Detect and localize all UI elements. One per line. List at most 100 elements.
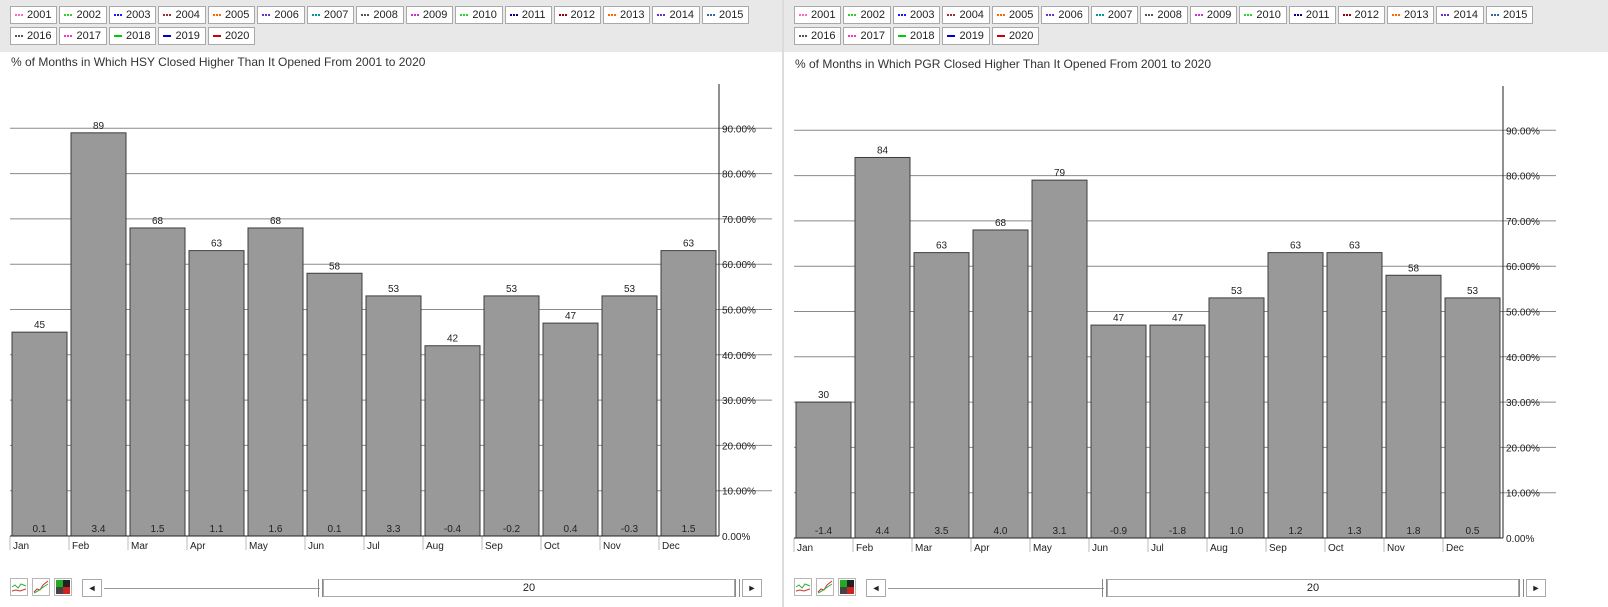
bar-chart: 0.00% 10.00% 20.00% 30.00% 40.00% 50.00% 60.00… xyxy=(9,84,772,552)
slider-track xyxy=(888,588,1104,589)
y-tick-label: 40.00% xyxy=(722,351,756,362)
legend-item-2014[interactable]: 2014 xyxy=(652,6,700,24)
legend-item-2012[interactable]: 2012 xyxy=(1337,6,1385,24)
x-tick-label: Nov xyxy=(603,541,621,552)
legend-label: 2007 xyxy=(323,9,349,21)
slider-grip-right[interactable] xyxy=(1519,579,1524,597)
legend-swatch-icon xyxy=(212,35,221,37)
legend-item-2008[interactable]: 2008 xyxy=(356,6,404,24)
legend-item-2004[interactable]: 2004 xyxy=(942,6,990,24)
x-tick-label: Sep xyxy=(485,541,503,552)
legend-item-2003[interactable]: 2003 xyxy=(108,6,157,24)
legend-item-2004[interactable]: 2004 xyxy=(158,6,206,24)
year-legend: 2001 2002 2003 2004 2005 2006 2007 2008 2009 2010… xyxy=(0,0,782,52)
bar-sep xyxy=(1267,252,1324,539)
legend-item-2008[interactable]: 2008 xyxy=(1140,6,1188,24)
legend-item-2002[interactable]: 2002 xyxy=(59,6,107,24)
legend-item-2009[interactable]: 2009 xyxy=(405,6,454,24)
legend-swatch-icon xyxy=(410,14,419,16)
legend-item-2020[interactable]: 2020 xyxy=(207,27,256,45)
legend-item-2011[interactable]: 2011 xyxy=(1288,6,1336,24)
legend-item-2010[interactable]: 2010 xyxy=(455,6,503,24)
legend-item-2015[interactable]: 2015 xyxy=(701,6,750,24)
slider-value[interactable]: 20 xyxy=(323,579,735,597)
trend-chart-icon[interactable] xyxy=(816,578,834,596)
scroll-right-button[interactable]: ► xyxy=(1526,579,1546,597)
legend-item-2007[interactable]: 2007 xyxy=(306,6,355,24)
legend-swatch-icon xyxy=(113,14,122,16)
y-tick-label: 0.00% xyxy=(1506,534,1534,545)
legend-label: 2010 xyxy=(1256,9,1281,21)
bar-change-label: 3.1 xyxy=(1053,526,1067,537)
legend-label: 2019 xyxy=(959,30,984,42)
slider-grip-left[interactable] xyxy=(1102,579,1107,597)
slider-grip-right[interactable] xyxy=(735,579,740,597)
slider-grip-left[interactable] xyxy=(318,579,323,597)
legend-item-2007[interactable]: 2007 xyxy=(1090,6,1139,24)
bar-change-label: 0.1 xyxy=(328,524,342,535)
legend-item-2003[interactable]: 2003 xyxy=(892,6,941,24)
legend-item-2020[interactable]: 2020 xyxy=(991,27,1040,45)
legend-item-2017[interactable]: 2017 xyxy=(843,27,891,45)
bar-aug xyxy=(1208,297,1265,539)
bar-value-label: 58 xyxy=(329,261,341,272)
line-chart-icon[interactable] xyxy=(794,578,812,596)
legend-item-2016[interactable]: 2016 xyxy=(10,27,58,45)
bar-change-label: 1.5 xyxy=(682,524,696,535)
bar-dec xyxy=(1444,297,1501,539)
legend-swatch-icon xyxy=(996,14,1005,16)
heatmap-icon[interactable] xyxy=(54,578,72,596)
legend-swatch-icon xyxy=(1293,14,1302,16)
legend-item-2005[interactable]: 2005 xyxy=(991,6,1040,24)
bar-change-label: 0.1 xyxy=(33,524,47,535)
bar-aug xyxy=(424,345,481,537)
bar-oct xyxy=(542,322,599,537)
legend-label: 2003 xyxy=(909,9,935,21)
x-tick-label: Mar xyxy=(915,543,933,554)
legend-label: 2008 xyxy=(373,9,398,21)
bar-change-label: 1.3 xyxy=(1348,526,1362,537)
legend-item-2013[interactable]: 2013 xyxy=(1386,6,1435,24)
legend-swatch-icon xyxy=(848,14,857,16)
legend-item-2013[interactable]: 2013 xyxy=(602,6,651,24)
bar-jul xyxy=(1149,324,1206,539)
x-tick-label: Sep xyxy=(1269,543,1287,554)
bar-chart: 0.00% 10.00% 20.00% 30.00% 40.00% 50.00% 60.00… xyxy=(793,86,1556,554)
legend-item-2011[interactable]: 2011 xyxy=(504,6,552,24)
legend-item-2018[interactable]: 2018 xyxy=(892,27,941,45)
pgr-chart-panel: 2001 2002 2003 2004 2005 2006 2007 2008 2009 2010… xyxy=(784,0,1608,607)
y-tick-label: 10.00% xyxy=(1506,489,1540,500)
trend-chart-icon[interactable] xyxy=(32,578,50,596)
legend-item-2006[interactable]: 2006 xyxy=(257,6,305,24)
legend-item-2015[interactable]: 2015 xyxy=(1485,6,1534,24)
legend-item-2002[interactable]: 2002 xyxy=(843,6,891,24)
legend-item-2017[interactable]: 2017 xyxy=(59,27,107,45)
legend-item-2010[interactable]: 2010 xyxy=(1239,6,1287,24)
legend-item-2014[interactable]: 2014 xyxy=(1436,6,1484,24)
bar-change-label: 1.5 xyxy=(151,524,165,535)
legend-label: 2005 xyxy=(1008,9,1034,21)
legend-item-2006[interactable]: 2006 xyxy=(1041,6,1089,24)
legend-item-2005[interactable]: 2005 xyxy=(207,6,256,24)
legend-swatch-icon xyxy=(113,35,122,37)
line-chart-icon[interactable] xyxy=(10,578,28,596)
bar-apr xyxy=(188,250,245,537)
bar-oct xyxy=(1326,252,1383,539)
legend-item-2019[interactable]: 2019 xyxy=(942,27,990,45)
scroll-left-button[interactable]: ◄ xyxy=(866,579,886,597)
legend-item-2016[interactable]: 2016 xyxy=(794,27,842,45)
bar-value-label: 45 xyxy=(34,320,46,331)
slider-value[interactable]: 20 xyxy=(1107,579,1519,597)
legend-item-2012[interactable]: 2012 xyxy=(553,6,601,24)
chart-footer: ◄ 20 ► xyxy=(0,574,782,607)
scroll-left-button[interactable]: ◄ xyxy=(82,579,102,597)
legend-item-2009[interactable]: 2009 xyxy=(1189,6,1238,24)
scroll-right-button[interactable]: ► xyxy=(742,579,762,597)
legend-item-2001[interactable]: 2001 xyxy=(10,6,58,24)
legend-label: 2003 xyxy=(125,9,151,21)
legend-item-2001[interactable]: 2001 xyxy=(794,6,842,24)
heatmap-icon[interactable] xyxy=(838,578,856,596)
legend-item-2018[interactable]: 2018 xyxy=(108,27,157,45)
legend-item-2019[interactable]: 2019 xyxy=(158,27,206,45)
chart-title: % of Months in Which HSY Closed Higher T… xyxy=(11,55,426,69)
